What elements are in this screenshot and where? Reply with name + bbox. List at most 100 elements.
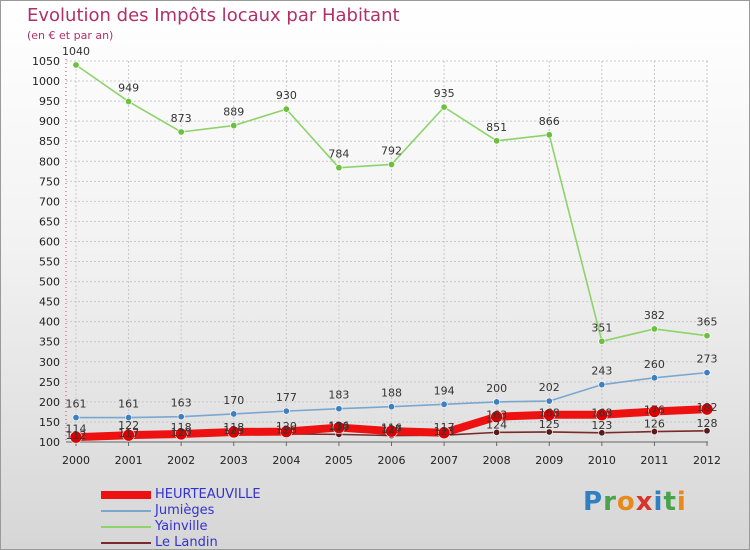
legend-swatch-yainville bbox=[101, 526, 151, 528]
legend-item-le-landin: Le Landin bbox=[101, 535, 301, 550]
x-tick-label: 2012 bbox=[693, 454, 721, 467]
data-label-le-landin: 116 bbox=[381, 422, 402, 435]
data-label-le-landin: 122 bbox=[118, 419, 139, 432]
data-label-jumi-ges: 200 bbox=[486, 382, 507, 395]
data-point-jumi-ges bbox=[72, 414, 80, 422]
data-label-le-landin: 118 bbox=[171, 421, 192, 434]
data-label-heurteauville: 176 bbox=[644, 404, 665, 417]
chart-title: Evolution des Impôts locaux par Habitant bbox=[27, 5, 400, 26]
data-label-yainville: 382 bbox=[644, 309, 665, 322]
data-label-yainville: 889 bbox=[223, 106, 244, 119]
data-label-heurteauville: 136 bbox=[328, 420, 349, 433]
data-label-yainville: 1040 bbox=[62, 45, 90, 58]
data-point-heurteauville bbox=[122, 428, 135, 442]
data-point-heurteauville bbox=[69, 430, 83, 444]
legend-label-heurteauville: HEURTEAUVILLE bbox=[155, 487, 261, 502]
data-label-yainville: 351 bbox=[591, 321, 612, 334]
data-label-heurteauville: 112 bbox=[66, 429, 87, 442]
data-label-jumi-ges: 161 bbox=[118, 398, 139, 411]
data-point-le-landin bbox=[703, 427, 711, 435]
data-point-heurteauville bbox=[437, 426, 451, 440]
y-tick-label: 850 bbox=[39, 135, 60, 148]
data-label-jumi-ges: 161 bbox=[66, 398, 87, 411]
data-point-yainville bbox=[545, 131, 553, 139]
data-label-yainville: 784 bbox=[328, 148, 349, 161]
data-point-heurteauville bbox=[595, 408, 609, 422]
data-label-heurteauville: 123 bbox=[434, 425, 455, 438]
data-point-yainville bbox=[177, 128, 185, 136]
legend-item-jumi-ges: Jumièges bbox=[101, 503, 301, 519]
logo-letter: o bbox=[616, 487, 636, 517]
y-tick-label: 400 bbox=[39, 316, 60, 329]
y-tick-label: 600 bbox=[39, 235, 60, 248]
legend-label-le-landin: Le Landin bbox=[155, 535, 218, 550]
data-label-yainville: 851 bbox=[486, 121, 507, 134]
data-point-yainville bbox=[703, 332, 711, 340]
x-tick-label: 2010 bbox=[588, 454, 616, 467]
legend-label-jumi-ges: Jumièges bbox=[155, 503, 215, 518]
data-point-heurteauville bbox=[174, 427, 188, 441]
data-label-heurteauville: 120 bbox=[171, 426, 192, 439]
data-point-yainville bbox=[387, 160, 395, 168]
data-point-heurteauville bbox=[385, 424, 398, 438]
logo-letter: i bbox=[676, 487, 687, 517]
data-label-le-landin: 124 bbox=[486, 418, 507, 431]
data-label-le-landin: 120 bbox=[276, 420, 297, 433]
logo-letter: x bbox=[635, 487, 654, 517]
data-label-le-landin: 118 bbox=[223, 421, 244, 434]
data-label-heurteauville: 168 bbox=[591, 407, 612, 420]
data-point-yainville bbox=[650, 325, 658, 333]
x-tick-label: 2005 bbox=[325, 454, 353, 467]
data-point-jumi-ges bbox=[493, 398, 501, 406]
y-tick-label: 200 bbox=[39, 396, 60, 409]
data-point-le-landin bbox=[650, 428, 658, 436]
legend-label-yainville: Yainville bbox=[155, 519, 208, 534]
data-label-heurteauville: 168 bbox=[539, 407, 560, 420]
data-point-yainville bbox=[493, 137, 501, 145]
data-label-jumi-ges: 163 bbox=[171, 397, 192, 410]
y-tick-label: 350 bbox=[39, 336, 60, 349]
data-label-heurteauville: 182 bbox=[697, 401, 718, 414]
data-point-heurteauville bbox=[280, 425, 293, 438]
x-tick-label: 2009 bbox=[535, 454, 563, 467]
chart-subtitle: (en € et par an) bbox=[27, 29, 114, 42]
data-label-le-landin: 114 bbox=[66, 422, 87, 435]
x-tick-label: 2004 bbox=[272, 454, 300, 467]
y-tick-label: 1050 bbox=[32, 55, 60, 68]
data-point-heurteauville bbox=[227, 425, 241, 439]
data-point-jumi-ges bbox=[282, 407, 290, 415]
y-tick-label: 800 bbox=[39, 155, 60, 168]
data-point-yainville bbox=[230, 122, 238, 130]
legend-swatch-jumi-ges bbox=[101, 510, 151, 512]
data-label-le-landin: 128 bbox=[697, 417, 718, 430]
data-label-yainville: 365 bbox=[697, 316, 718, 329]
y-tick-label: 900 bbox=[39, 115, 60, 128]
logo-letter: i bbox=[653, 487, 664, 517]
data-point-jumi-ges bbox=[125, 414, 133, 422]
y-tick-label: 300 bbox=[39, 356, 60, 369]
y-tick-label: 1000 bbox=[32, 75, 60, 88]
proxiti-logo: Proxiti bbox=[583, 487, 687, 517]
data-label-jumi-ges: 202 bbox=[539, 381, 560, 394]
x-tick-label: 2001 bbox=[115, 454, 143, 467]
data-label-heurteauville: 117 bbox=[118, 427, 139, 440]
data-label-yainville: 949 bbox=[118, 82, 139, 95]
data-point-heurteauville bbox=[648, 405, 661, 418]
x-tick-label: 2006 bbox=[378, 454, 406, 467]
x-tick-label: 2011 bbox=[640, 454, 668, 467]
data-point-jumi-ges bbox=[545, 397, 553, 405]
data-label-le-landin: 125 bbox=[539, 418, 560, 431]
legend-swatch-le-landin bbox=[101, 542, 151, 544]
y-tick-label: 150 bbox=[39, 416, 60, 429]
data-point-le-landin bbox=[598, 429, 606, 437]
data-label-le-landin: 123 bbox=[591, 419, 612, 432]
data-label-yainville: 930 bbox=[276, 89, 297, 102]
data-point-yainville bbox=[125, 98, 133, 106]
data-point-jumi-ges bbox=[598, 381, 606, 389]
data-point-yainville bbox=[72, 61, 80, 69]
data-label-jumi-ges: 183 bbox=[328, 389, 349, 402]
legend: HEURTEAUVILLE Jumièges Yainville Le Landin bbox=[101, 487, 301, 550]
x-tick-label: 2003 bbox=[220, 454, 248, 467]
data-point-heurteauville bbox=[332, 421, 346, 434]
